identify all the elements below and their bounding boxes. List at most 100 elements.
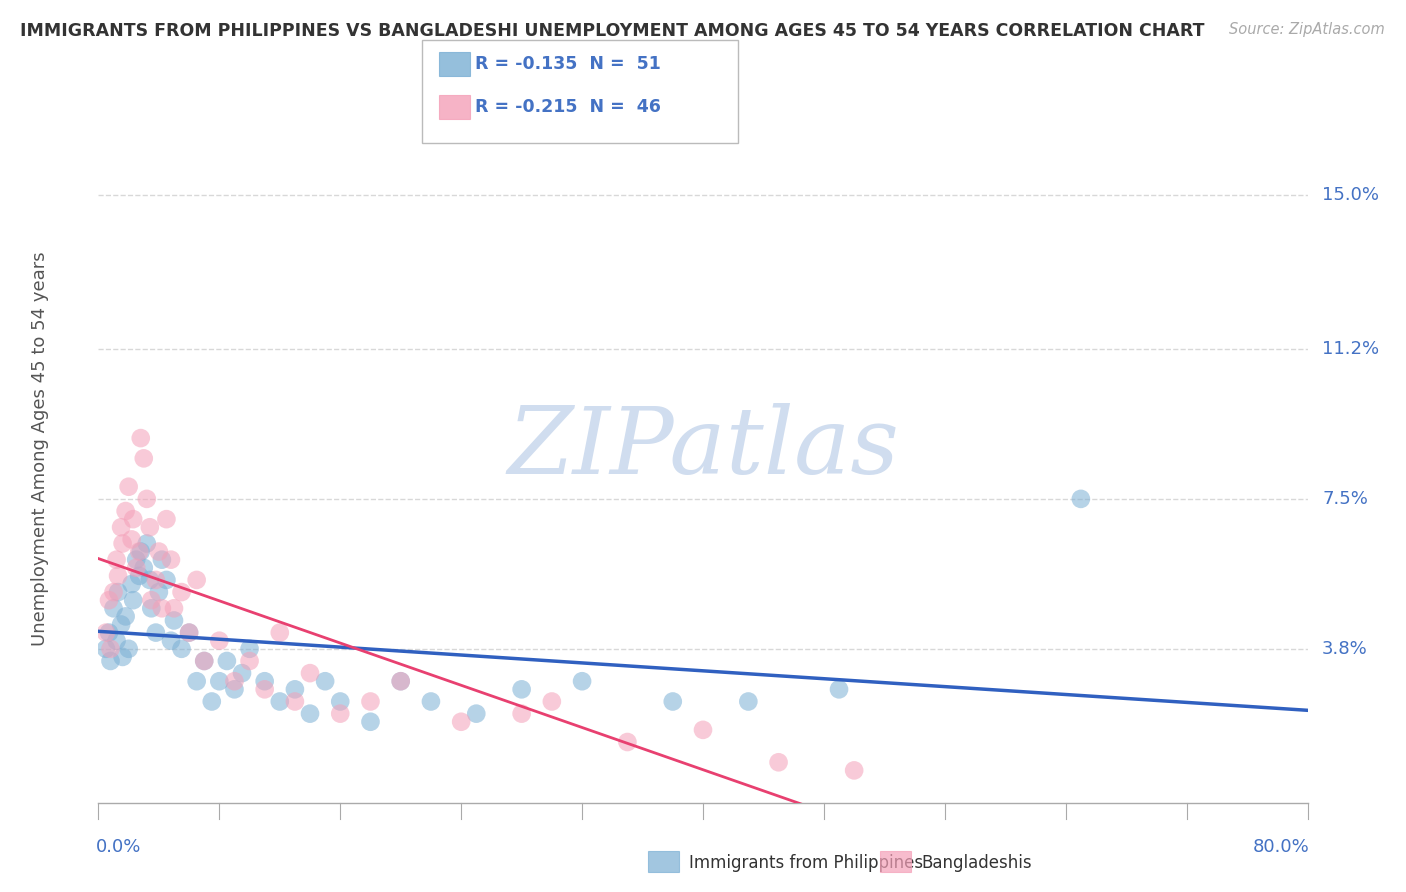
Point [284,694,307,708]
Point [420,694,443,708]
Text: Unemployment Among Ages 45 to 54 years: Unemployment Among Ages 45 to 54 years [31,251,49,646]
Point [239,641,262,656]
Point [103,601,125,615]
Point [571,674,593,689]
Point [844,764,866,778]
Point [540,694,562,708]
Point [329,694,352,708]
Text: R = -0.135  N =  51: R = -0.135 N = 51 [475,55,661,73]
Point [224,682,246,697]
Point [135,491,157,506]
Point [231,666,253,681]
Point [160,633,183,648]
Point [139,573,162,587]
Point [103,585,125,599]
Point [150,601,173,615]
Point [208,633,231,648]
Point [163,614,186,628]
Point [155,573,177,587]
Point [299,666,322,681]
Point [269,694,291,708]
Point [125,552,148,566]
Point [118,641,141,656]
Text: 3.8%: 3.8% [1322,640,1368,657]
Point [737,694,759,708]
Point [100,641,122,656]
Point [121,577,143,591]
Point [163,601,186,615]
Point [148,544,170,558]
Point [616,735,638,749]
Point [125,561,148,575]
Point [179,625,201,640]
Point [114,609,136,624]
Point [239,654,262,668]
Point [389,674,412,689]
Point [1070,491,1092,506]
Point [100,654,122,668]
Text: 0.0%: 0.0% [96,838,142,856]
Point [828,682,851,697]
Point [253,682,276,697]
Point [360,714,382,729]
Point [132,451,155,466]
Point [110,520,132,534]
Point [284,682,307,697]
Point [450,714,472,729]
Point [98,593,121,607]
Text: ZIPatlas: ZIPatlas [508,403,898,493]
Point [98,625,121,640]
Point [253,674,276,689]
Point [170,585,193,599]
Text: IMMIGRANTS FROM PHILIPPINES VS BANGLADESHI UNEMPLOYMENT AMONG AGES 45 TO 54 YEAR: IMMIGRANTS FROM PHILIPPINES VS BANGLADES… [20,22,1204,40]
Text: 15.0%: 15.0% [1322,186,1379,204]
Text: 7.5%: 7.5% [1322,490,1368,508]
Point [105,633,128,648]
Point [160,552,183,566]
Point [510,706,533,721]
Point [105,552,128,566]
Point [692,723,714,737]
Point [215,654,238,668]
Point [128,544,150,558]
Point [269,625,291,640]
Text: Immigrants from Philippines: Immigrants from Philippines [689,854,924,871]
Text: 11.2%: 11.2% [1322,340,1379,358]
Point [94,641,117,656]
Point [193,654,215,668]
Point [148,585,170,599]
Point [122,512,145,526]
Point [129,544,152,558]
Point [360,694,382,708]
Point [129,431,152,445]
Point [329,706,352,721]
Text: 80.0%: 80.0% [1253,838,1310,856]
Point [768,756,790,770]
Point [135,536,157,550]
Point [145,625,167,640]
Point [201,694,224,708]
Point [661,694,683,708]
Point [94,625,117,640]
Point [389,674,412,689]
Text: Source: ZipAtlas.com: Source: ZipAtlas.com [1229,22,1385,37]
Point [150,552,173,566]
Point [141,601,163,615]
Text: Bangladeshis: Bangladeshis [921,854,1032,871]
Point [141,593,163,607]
Text: R = -0.215  N =  46: R = -0.215 N = 46 [475,98,661,116]
Point [465,706,488,721]
Point [121,533,143,547]
Point [132,561,155,575]
Point [186,573,208,587]
Point [107,585,129,599]
Point [111,649,134,664]
Point [114,504,136,518]
Point [155,512,177,526]
Point [118,480,141,494]
Point [107,569,129,583]
Point [299,706,322,721]
Point [170,641,193,656]
Point [208,674,231,689]
Point [193,654,215,668]
